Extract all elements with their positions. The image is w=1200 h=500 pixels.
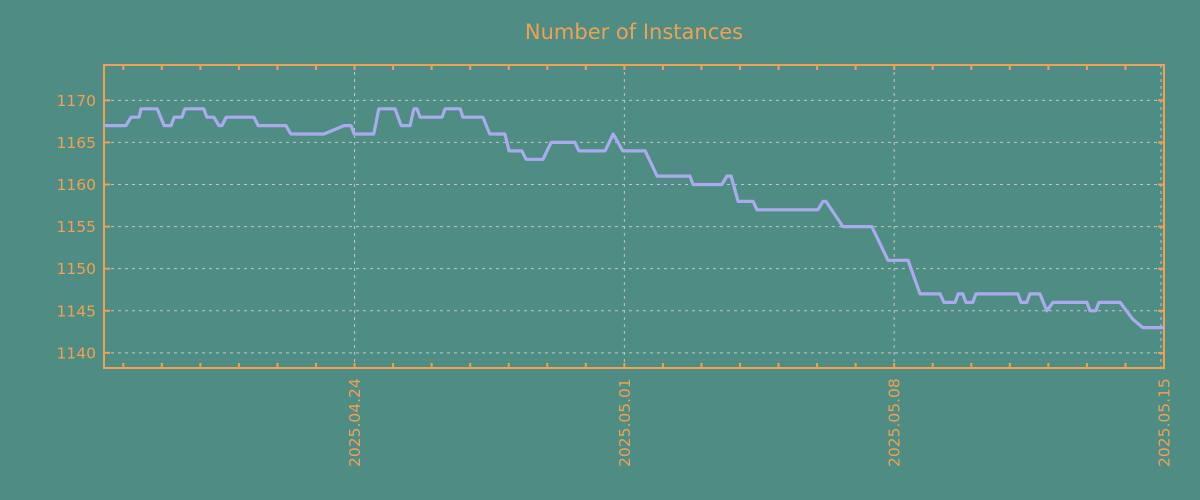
- chart-title: Number of Instances: [525, 20, 743, 44]
- y-tick-label: 1160: [57, 176, 96, 194]
- x-tick-label: 2025.05.08: [886, 378, 904, 467]
- x-tick-label: 2025.05.01: [616, 378, 634, 467]
- y-axis-labels: 1140 1145 1150 1155 1160 1165 1170: [57, 92, 96, 363]
- x-axis-labels: 2025.04.24 2025.05.01 2025.05.08 2025.05.15: [346, 378, 1173, 467]
- y-tick-label: 1150: [57, 260, 96, 278]
- y-tick-label: 1165: [57, 134, 96, 152]
- horizontal-gridlines: [104, 99, 1164, 354]
- y-tick-label: 1155: [57, 218, 96, 236]
- plot-border: [103, 64, 1165, 369]
- x-tick-label: 2025.05.15: [1156, 378, 1174, 467]
- y-tick-label: 1170: [57, 92, 96, 110]
- vertical-gridlines: [354, 65, 1162, 368]
- y-tick-label: 1140: [57, 344, 96, 362]
- x-tick-label: 2025.04.24: [346, 378, 364, 467]
- series-line: [104, 107, 1164, 330]
- axis-ticks: [104, 65, 1165, 368]
- y-tick-label: 1145: [57, 302, 96, 320]
